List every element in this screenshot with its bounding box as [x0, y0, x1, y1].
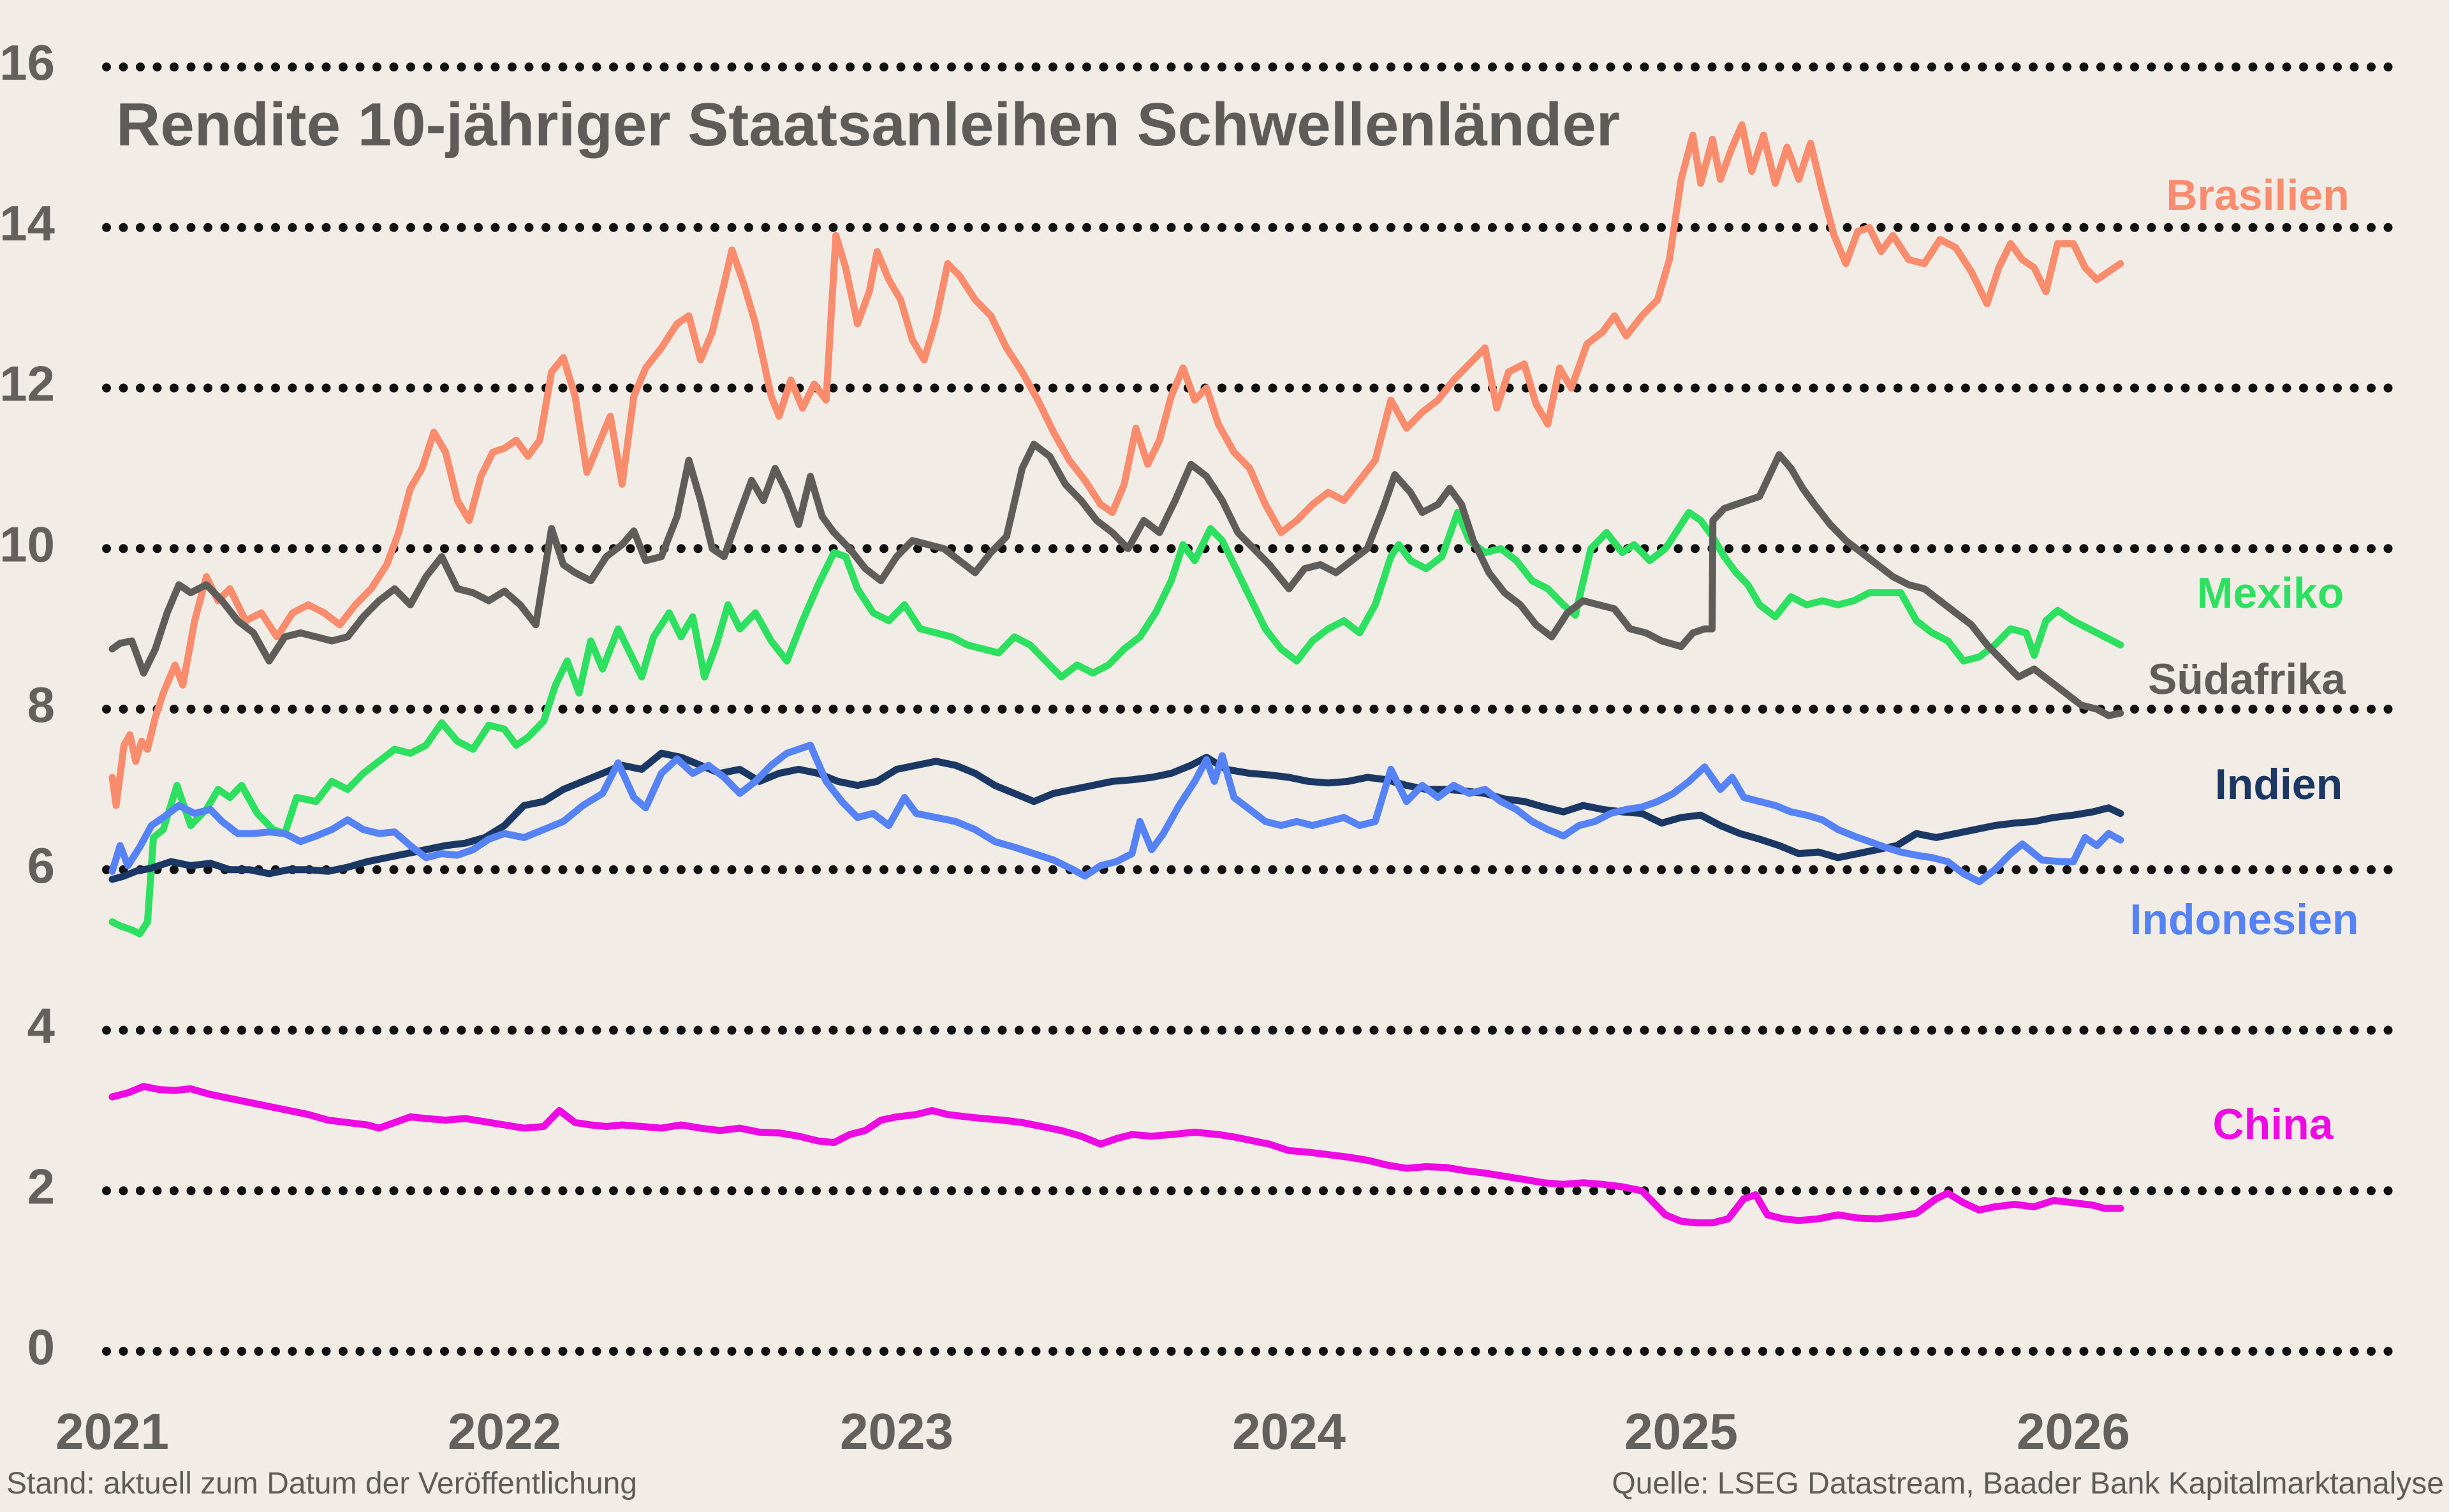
series-line-brasilien [108, 121, 2124, 809]
xtick-label-2026: 2026 [2017, 1403, 2130, 1460]
chart-title: Rendite 10-jähriger Staatsanleihen Schwe… [116, 91, 1620, 159]
xtick-label-2024: 2024 [1232, 1403, 1346, 1460]
series-label-mexiko: Mexiko [2197, 569, 2344, 617]
xtick-label-2023: 2023 [840, 1403, 953, 1460]
ytick-label-12: 12 [0, 356, 55, 412]
footer-source-note: Quelle: LSEG Datastream, Baader Bank Kap… [1612, 1467, 2444, 1501]
ytick-label-8: 8 [27, 677, 55, 733]
series-line-mexiko [108, 509, 2124, 937]
xtick-label-2022: 2022 [448, 1403, 561, 1460]
xtick-label-2021: 2021 [55, 1403, 169, 1460]
series-line-indonesien [108, 742, 2124, 886]
series-line-china [108, 1083, 2124, 1227]
ytick-label-0: 0 [27, 1319, 55, 1375]
ytick-label-14: 14 [0, 195, 55, 251]
y-axis-labels: 0 2 4 6 8 10 12 14 16 [0, 34, 55, 1375]
ytick-label-16: 16 [0, 34, 55, 91]
series-label-sudafrika: Südafrika [2148, 655, 2346, 703]
ytick-label-6: 6 [27, 837, 55, 893]
series-label-indonesien: Indonesien [2130, 895, 2359, 944]
series-labels: Brasilien Mexiko Südafrika Indien Indonesien… [2130, 171, 2359, 1149]
footer-status-note: Stand: aktuell zum Datum der Veröffentli… [6, 1467, 637, 1501]
series-label-indien: Indien [2215, 760, 2342, 809]
series-line-indien [108, 749, 2124, 883]
ytick-label-4: 4 [27, 998, 55, 1054]
series-lines [108, 121, 2124, 1227]
series-line-sudafrika [108, 441, 2124, 719]
xtick-label-2025: 2025 [1624, 1403, 1738, 1460]
ytick-label-10: 10 [0, 516, 55, 572]
ytick-label-2: 2 [27, 1158, 55, 1214]
series-label-brasilien: Brasilien [2166, 171, 2349, 219]
series-label-china: China [2213, 1100, 2334, 1149]
x-axis-labels: 2021 2022 2023 2024 2025 2026 [55, 1403, 2130, 1460]
